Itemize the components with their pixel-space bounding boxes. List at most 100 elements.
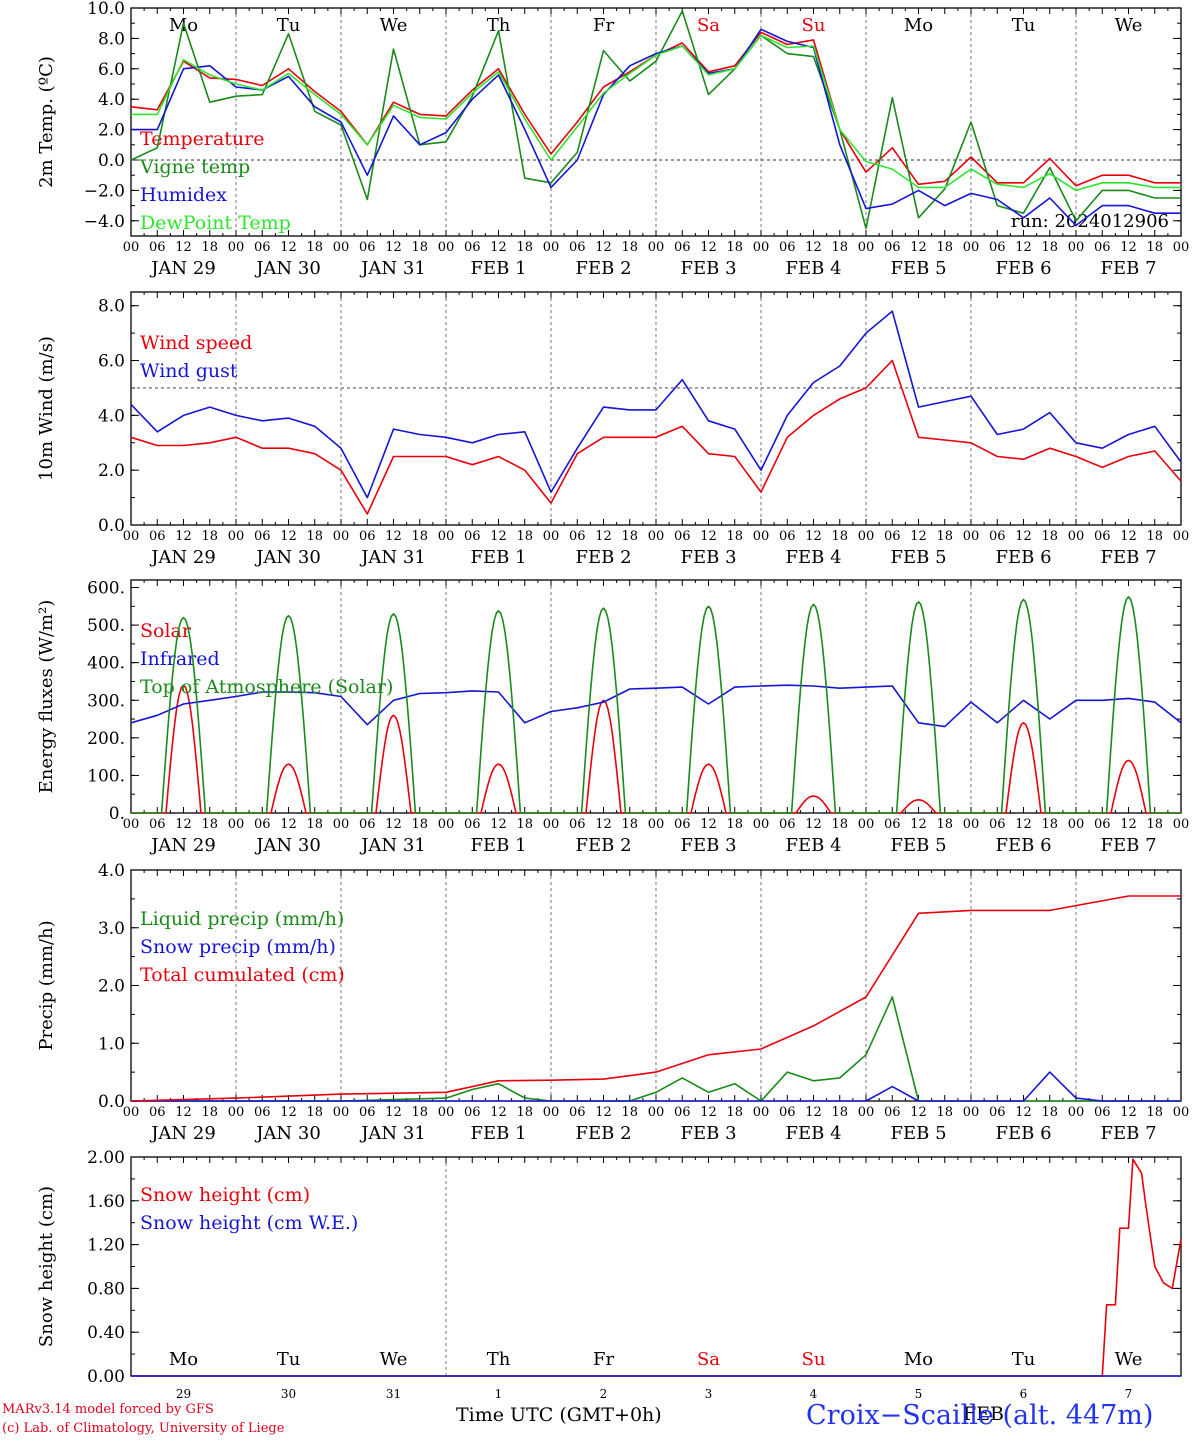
weekday-label: Tu [1012, 15, 1036, 36]
hour-tick-label: 06 [884, 1105, 901, 1120]
hour-tick-label: 00 [963, 240, 980, 255]
hour-tick-label: 12 [490, 817, 507, 832]
y-tick-label: 0.0 [98, 151, 125, 171]
hour-tick-label: 06 [1094, 529, 1111, 544]
hour-tick-label: 06 [779, 1105, 796, 1120]
hour-tick-label: 18 [936, 240, 953, 255]
day-number-label: 31 [386, 1387, 401, 1401]
hour-tick-label: 12 [385, 240, 402, 255]
date-label: JAN 31 [359, 258, 426, 279]
hour-tick-label: 12 [1015, 529, 1032, 544]
hour-tick-label: 18 [1146, 817, 1163, 832]
hour-tick-label: 18 [1041, 529, 1058, 544]
legend-entry: Snow height (cm W.E.) [140, 1212, 358, 1234]
legend-entry: Snow precip (mm/h) [140, 936, 336, 958]
hour-tick-label: 12 [175, 1105, 192, 1120]
hour-tick-label: 12 [910, 1105, 927, 1120]
hour-tick-label: 18 [1041, 1105, 1058, 1120]
hour-tick-label: 00 [123, 529, 140, 544]
hour-tick-label: 00 [1173, 529, 1190, 544]
hour-tick-label: 18 [726, 817, 743, 832]
date-label: FEB 1 [470, 547, 526, 568]
weekday-label: Sa [697, 1349, 720, 1370]
hour-tick-label: 18 [306, 529, 323, 544]
date-label: JAN 31 [359, 547, 426, 568]
y-tick-label: 6.0 [98, 60, 125, 80]
hour-tick-label: 00 [1068, 529, 1085, 544]
hour-tick-label: 12 [910, 529, 927, 544]
y-tick-label: 1.60 [87, 1192, 125, 1212]
hour-tick-label: 12 [700, 529, 717, 544]
weekday-label: Tu [1012, 1349, 1036, 1370]
y-tick-label: 0.40 [87, 1323, 125, 1343]
hour-tick-label: 06 [989, 1105, 1006, 1120]
date-label: FEB 3 [680, 1123, 736, 1144]
hour-tick-label: 00 [228, 240, 245, 255]
weekday-label: Su [802, 15, 826, 36]
date-label: FEB 5 [890, 835, 946, 856]
hour-tick-label: 06 [359, 817, 376, 832]
hour-tick-label: 18 [306, 1105, 323, 1120]
run-label: run: 2024012906 [1011, 211, 1169, 232]
hour-tick-label: 06 [779, 240, 796, 255]
credit-line-2: (c) Lab. of Climatology, University of L… [2, 1421, 285, 1436]
legend-entry: DewPoint Temp [140, 212, 291, 234]
hour-tick-label: 00 [648, 1105, 665, 1120]
hour-tick-label: 18 [621, 1105, 638, 1120]
hour-tick-label: 06 [359, 529, 376, 544]
hour-tick-label: 18 [726, 1105, 743, 1120]
hour-tick-label: 00 [228, 1105, 245, 1120]
y-tick-label: 2.00 [87, 1148, 125, 1168]
hour-tick-label: 06 [569, 817, 586, 832]
series-line-vigne-temp [130, 10, 1181, 230]
hour-tick-label: 06 [1094, 240, 1111, 255]
hour-tick-label: 18 [201, 529, 218, 544]
date-label: FEB 7 [1100, 1123, 1156, 1144]
hour-tick-label: 12 [700, 817, 717, 832]
hour-tick-label: 18 [516, 529, 533, 544]
hour-tick-label: 18 [936, 817, 953, 832]
date-label: JAN 30 [254, 1123, 321, 1144]
hour-tick-label: 18 [831, 240, 848, 255]
hour-tick-label: 18 [1146, 529, 1163, 544]
hour-tick-label: 12 [805, 240, 822, 255]
hour-tick-label: 00 [228, 817, 245, 832]
weekday-label: Sa [697, 15, 720, 36]
hour-tick-label: 18 [306, 817, 323, 832]
date-label: FEB 7 [1100, 258, 1156, 279]
hour-tick-label: 12 [1120, 529, 1137, 544]
y-tick-label: 0.00 [87, 1367, 125, 1387]
hour-tick-label: 06 [989, 529, 1006, 544]
weekday-label: We [380, 1349, 408, 1370]
y-tick-label: 1.0 [98, 1034, 125, 1054]
hour-tick-label: 06 [1094, 817, 1111, 832]
y-tick-label: −2.0 [84, 181, 125, 201]
hour-tick-label: 00 [753, 529, 770, 544]
hour-tick-label: 00 [648, 817, 665, 832]
hour-tick-label: 12 [490, 529, 507, 544]
date-label: FEB 3 [680, 258, 736, 279]
hour-tick-label: 18 [201, 240, 218, 255]
date-label: JAN 29 [149, 258, 216, 279]
hour-tick-label: 12 [700, 240, 717, 255]
y-tick-label: 200. [87, 729, 125, 749]
legend-entry: Total cumulated (cm) [140, 964, 345, 986]
hour-tick-label: 18 [726, 529, 743, 544]
weekday-label: Th [487, 15, 511, 36]
hour-tick-label: 06 [674, 240, 691, 255]
hour-tick-label: 00 [963, 1105, 980, 1120]
hour-tick-label: 00 [753, 1105, 770, 1120]
date-label: FEB 1 [470, 258, 526, 279]
hour-tick-label: 12 [1015, 817, 1032, 832]
legend-entry: Solar [140, 620, 192, 642]
weekday-label: Fr [593, 15, 614, 36]
hour-tick-label: 06 [674, 529, 691, 544]
hour-tick-label: 12 [385, 529, 402, 544]
hour-tick-label: 18 [1041, 240, 1058, 255]
hour-tick-label: 00 [858, 1105, 875, 1120]
date-label: FEB 4 [785, 547, 841, 568]
hour-tick-label: 00 [858, 240, 875, 255]
day-number-label: 5 [915, 1387, 923, 1401]
date-label: FEB 6 [995, 547, 1051, 568]
hour-tick-label: 06 [989, 240, 1006, 255]
